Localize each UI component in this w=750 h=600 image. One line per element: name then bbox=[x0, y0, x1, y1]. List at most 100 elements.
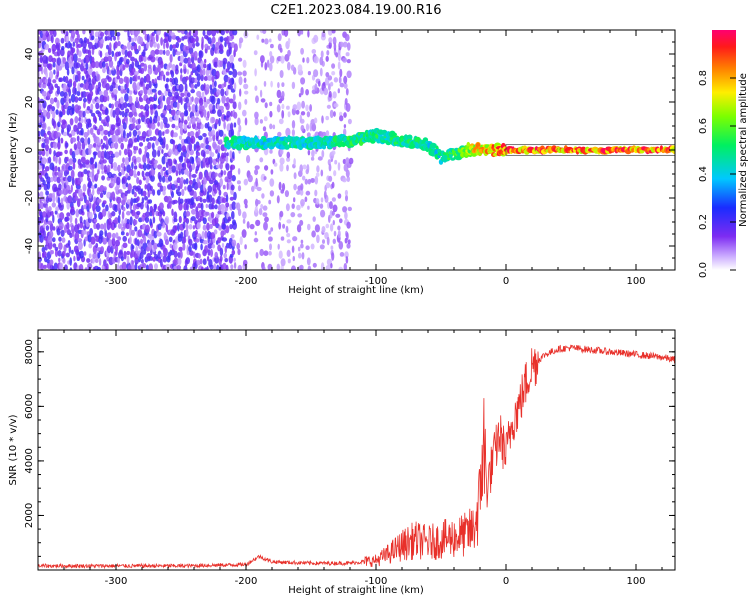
spectrum-noise-cell bbox=[53, 30, 57, 37]
spectrum-noise-cell bbox=[65, 252, 70, 258]
spectrum-noise-cell bbox=[121, 110, 125, 118]
spectrum-noise-cell bbox=[154, 254, 158, 259]
spectrum-noise-cell bbox=[52, 154, 56, 162]
spectrum-noise-cell bbox=[218, 129, 224, 137]
spectrum-noise-cell bbox=[269, 101, 273, 107]
spectrum-noise-cell bbox=[198, 135, 203, 141]
spectrum-noise-cell bbox=[292, 236, 298, 242]
spectrum-noise-cell bbox=[94, 41, 99, 50]
spectrum-noise-cell bbox=[188, 238, 193, 247]
spectrum-noise-cell bbox=[83, 131, 89, 138]
spectrum-noise-cell bbox=[40, 262, 44, 270]
spectrum-noise-cell bbox=[326, 104, 331, 109]
spectrum-noise-cell bbox=[185, 96, 190, 104]
spectrum-noise-cell bbox=[226, 35, 230, 45]
spectrum-noise-cell bbox=[300, 199, 305, 207]
spectrum-noise-cell bbox=[160, 70, 164, 77]
spectrum-noise-cell bbox=[178, 83, 184, 93]
spectrum-noise-cell bbox=[269, 38, 272, 43]
spectrum-noise-cell bbox=[77, 223, 80, 230]
spectrum-noise-cell bbox=[116, 264, 120, 270]
spectrum-noise-cell bbox=[150, 122, 156, 130]
spectrum-noise-cell bbox=[52, 237, 56, 243]
spectrum-noise-cell bbox=[305, 89, 309, 96]
spectrum-noise-cell bbox=[45, 30, 50, 38]
spectrum-noise-cell bbox=[174, 225, 178, 231]
spectrum-noise-cell bbox=[138, 118, 141, 125]
spectrum-noise-cell bbox=[129, 216, 133, 226]
spectrum-noise-cell bbox=[343, 82, 348, 89]
spectrum-noise-cell bbox=[188, 165, 193, 173]
spectrum-noise-cell bbox=[211, 244, 216, 249]
spectrum-noise-cell bbox=[110, 142, 116, 149]
spectrum-noise-cell bbox=[346, 59, 351, 64]
spectrum-noise-cell bbox=[66, 222, 70, 230]
spectrum-noise-cell bbox=[218, 43, 224, 52]
spectrum-noise-cell bbox=[129, 236, 132, 245]
spectrum-noise-cell bbox=[100, 163, 104, 171]
spectrum-noise-cell bbox=[292, 256, 295, 262]
spectrum-noise-cell bbox=[107, 232, 112, 239]
spectrum-noise-cell bbox=[259, 248, 265, 257]
snr-x-ticks: -300 -200 -100 0 100 bbox=[37, 330, 663, 587]
spectrum-noise-cell bbox=[287, 258, 291, 264]
spectrum-noise-cell bbox=[67, 105, 72, 111]
spectrum-noise-cell bbox=[322, 239, 325, 244]
spectrum-noise-cell bbox=[270, 227, 274, 232]
spectrum-noise-cell bbox=[127, 50, 133, 58]
spectrum-noise-cell bbox=[304, 178, 308, 185]
spectrum-noise-cell bbox=[220, 30, 225, 36]
spectrum-noise-cell bbox=[106, 164, 111, 174]
spectrum-noise-cell bbox=[191, 208, 196, 215]
spectrum-noise-cell bbox=[345, 256, 349, 264]
spectrum-noise-cell bbox=[217, 84, 223, 89]
spectrum-noise-cell bbox=[231, 128, 235, 138]
spectrum-noise-cell bbox=[109, 202, 113, 209]
spectrum-noise-cell bbox=[165, 128, 170, 134]
spectrum-noise-cell bbox=[117, 85, 122, 91]
spectrum-noise-cell bbox=[202, 68, 206, 76]
spectrum-noise-cell bbox=[179, 250, 183, 259]
spectrum-noise-cell bbox=[102, 237, 108, 245]
spectrum-noise-cell bbox=[71, 176, 75, 186]
spectrum-noise-cell bbox=[326, 50, 330, 56]
spectrum-noise-cell bbox=[132, 245, 135, 250]
spectrum-noise-cell bbox=[88, 49, 92, 58]
spectrum-noise-cell bbox=[137, 75, 141, 80]
spectrum-noise-cell bbox=[64, 76, 69, 84]
spectrum-noise-cell bbox=[91, 35, 95, 41]
spectrum-noise-cell bbox=[239, 236, 243, 246]
spectrum-noise-cell bbox=[42, 223, 46, 228]
spectrum-noise-cell bbox=[178, 117, 181, 124]
spectrum-noise-cell bbox=[117, 164, 121, 173]
spectrum-noise-cell bbox=[106, 245, 112, 254]
spectrum-noise-cell bbox=[51, 43, 57, 52]
spectrum-noise-cell bbox=[123, 30, 128, 33]
spectrum-noise-cell bbox=[339, 82, 345, 88]
spectrum-noise-cell bbox=[202, 133, 207, 137]
spectrum-noise-cell bbox=[57, 65, 63, 71]
spectrum-noise-cell bbox=[217, 152, 221, 159]
spectrum-noise-cell bbox=[269, 51, 273, 57]
spectrum-noise-cell bbox=[143, 63, 148, 72]
spectrum-noise-cell bbox=[269, 190, 275, 197]
spectrum-noise-cell bbox=[239, 37, 244, 44]
spectrum-noise-cell bbox=[131, 188, 135, 195]
spectrum-noise-cell bbox=[188, 171, 192, 181]
spectrum-noise-cell bbox=[208, 145, 212, 151]
spectrum-noise-cell bbox=[45, 56, 49, 65]
spectrum-noise-cell bbox=[38, 150, 43, 156]
spectrum-noise-cell bbox=[306, 111, 311, 118]
spectrum-noise-cell bbox=[222, 262, 227, 270]
spectrum-noise-cell bbox=[343, 75, 348, 84]
spectrum-noise-cell bbox=[74, 96, 79, 103]
spectrum-noise-cell bbox=[225, 102, 230, 111]
spectrum-noise-cell bbox=[202, 161, 206, 168]
spectrum-noise-cell bbox=[195, 35, 199, 43]
spectrum-noise-cell bbox=[44, 172, 49, 180]
spectrum-noise-cell bbox=[260, 55, 265, 64]
spectrum-noise-cell bbox=[165, 41, 169, 49]
spectrum-noise-cell bbox=[262, 212, 268, 218]
spectrum-noise-cell bbox=[195, 145, 201, 151]
spectrum-noise-cell bbox=[197, 181, 202, 189]
